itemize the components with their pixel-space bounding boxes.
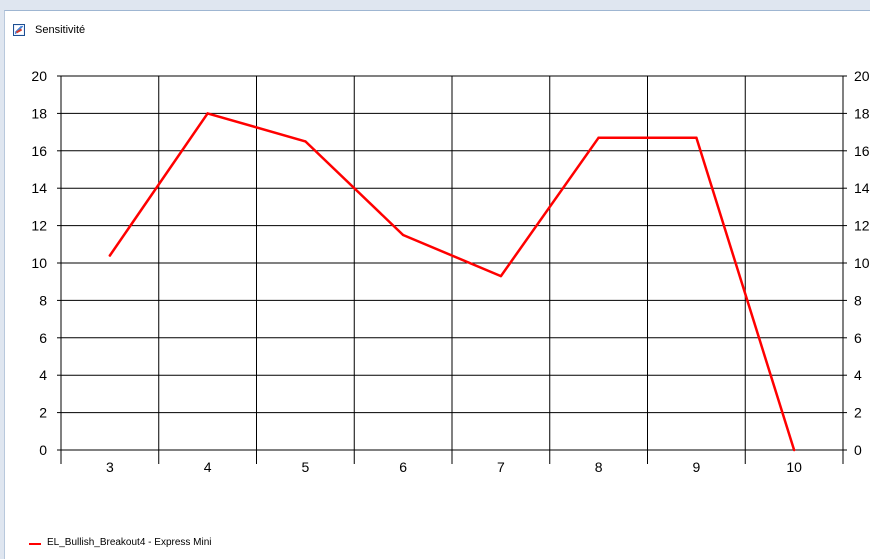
y-tick-label-right: 8 [854, 292, 862, 308]
x-tick-label: 6 [399, 459, 407, 475]
series-line [108, 112, 796, 452]
data-point [499, 274, 503, 278]
y-tick-label-right: 2 [854, 405, 862, 421]
y-tick-label-right: 20 [854, 68, 870, 84]
x-tick-label: 8 [595, 459, 603, 475]
y-tick-label-right: 4 [854, 367, 862, 383]
data-point [401, 233, 405, 237]
window-titlebar: Sensitivité [5, 11, 870, 47]
x-tick-label: 3 [106, 459, 114, 475]
y-tick-label-left: 10 [31, 255, 47, 271]
chart-window: Sensitivité EL_Bullish_Breakout4 - Expre… [4, 10, 870, 559]
y-tick-label-left: 20 [31, 68, 47, 84]
x-tick-label: 10 [786, 459, 802, 475]
y-tick-label-left: 6 [39, 330, 47, 346]
legend-swatch [29, 543, 41, 545]
y-tick-label-left: 16 [31, 143, 47, 159]
chart-window-icon [13, 24, 25, 36]
data-point [792, 448, 796, 452]
data-point [304, 140, 307, 143]
y-tick-label-right: 18 [854, 105, 870, 121]
y-tick-label-right: 0 [854, 442, 862, 458]
y-tick-label-left: 14 [31, 180, 47, 196]
legend-series-label: EL_Bullish_Breakout4 - Express Mini [47, 537, 212, 548]
data-point [206, 112, 209, 115]
data-point [108, 254, 112, 257]
y-tick-label-left: 4 [39, 367, 47, 383]
x-tick-label: 5 [301, 459, 309, 475]
y-tick-label-right: 12 [854, 218, 870, 234]
y-tick-label-left: 8 [39, 292, 47, 308]
y-tick-label-left: 18 [31, 105, 47, 121]
y-tick-label-left: 2 [39, 405, 47, 421]
y-tick-label-left: 12 [31, 218, 47, 234]
data-point [695, 136, 698, 139]
x-tick-label: 4 [204, 459, 212, 475]
y-tick-label-right: 14 [854, 180, 870, 196]
x-tick-label: 7 [497, 459, 505, 475]
y-tick-label-right: 16 [854, 143, 870, 159]
data-point [597, 136, 600, 139]
y-tick-label-right: 10 [854, 255, 870, 271]
y-tick-label-right: 6 [854, 330, 862, 346]
x-tick-label: 9 [692, 459, 700, 475]
window-title: Sensitivité [35, 24, 86, 36]
y-tick-label-left: 0 [39, 442, 47, 458]
